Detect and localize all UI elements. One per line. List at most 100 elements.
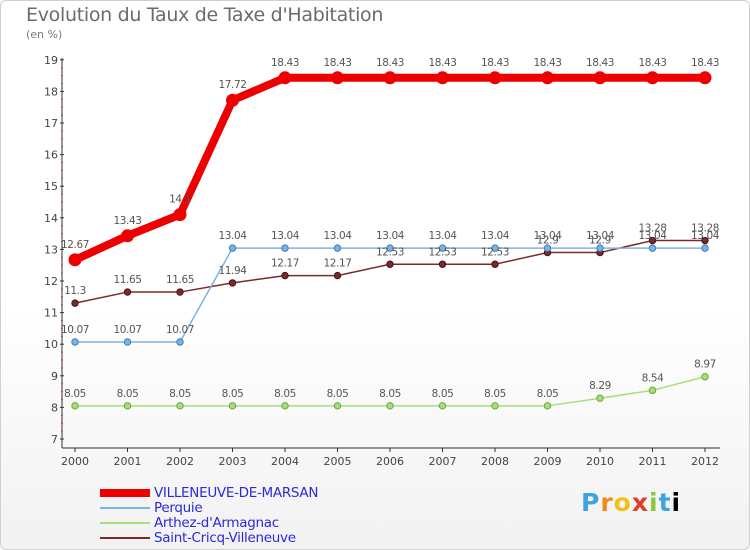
data-label: 8.05	[117, 388, 139, 400]
data-point	[71, 402, 79, 410]
series-0	[68, 71, 712, 267]
chart-axes: 7 8 9 10 11 12 13 14 15 16 17 18 19 2000 2001 2002 2003 2…	[44, 54, 720, 468]
data-point	[488, 71, 502, 85]
data-label: 8.05	[222, 388, 244, 400]
chart-title: Evolution du Taux de Taxe d'Habitation	[26, 4, 384, 26]
data-label: 13.04	[533, 230, 562, 242]
chart-plot-area: 12.67 13.43 14.1 17.72 18.43 18.43 18.43 18.43 1…	[61, 57, 720, 410]
data-label: 10.07	[166, 324, 194, 336]
data-label: 13.04	[691, 230, 720, 242]
data-label: 18.43	[533, 57, 561, 69]
data-point	[123, 288, 132, 296]
data-point	[278, 71, 292, 85]
data-point	[173, 208, 187, 222]
data-point	[701, 236, 709, 245]
x-tick-label: 2000	[61, 455, 89, 468]
data-label: 11.65	[113, 274, 141, 286]
data-point	[228, 402, 237, 410]
series-1	[71, 244, 709, 346]
data-label: 11.94	[218, 265, 247, 277]
data-label: 12.9	[537, 235, 559, 247]
data-point	[436, 71, 449, 85]
data-point	[648, 386, 657, 395]
data-point	[491, 402, 499, 410]
data-label: 10.07	[61, 324, 89, 336]
data-point	[123, 402, 132, 410]
data-point	[386, 260, 394, 268]
y-tick-label: 16	[44, 149, 58, 162]
x-tick-label: 2002	[166, 455, 194, 468]
data-label: 18.43	[323, 57, 351, 69]
y-tick-label: 12	[44, 275, 58, 288]
data-label: 11.3	[64, 285, 86, 297]
data-point	[438, 244, 447, 252]
legend-label: Arthez-d'Armagnac	[154, 515, 279, 531]
legend-swatch	[100, 537, 150, 539]
legend-label: Saint-Cricq-Villeneuve	[154, 530, 296, 546]
data-label: 10.07	[113, 324, 141, 336]
data-label: 13.28	[691, 223, 719, 235]
legend-label: Perquie	[154, 500, 203, 516]
y-tick-label: 19	[44, 54, 58, 67]
data-label: 18.43	[428, 57, 456, 69]
data-point	[438, 260, 447, 268]
data-label: 8.05	[327, 388, 349, 400]
data-label: 14.1	[169, 194, 191, 206]
data-label: 18.43	[376, 57, 404, 69]
data-label: 13.04	[586, 230, 615, 242]
data-label: 12.17	[323, 258, 351, 270]
data-label: 12.53	[428, 246, 456, 258]
data-point	[596, 244, 604, 252]
data-label: 8.97	[694, 359, 716, 371]
y-tick-label: 9	[51, 370, 58, 383]
x-tick-label: 2010	[586, 455, 614, 468]
data-point	[71, 338, 79, 346]
data-point	[228, 279, 237, 287]
legend-label: VILLENEUVE-DE-MARSAN	[154, 485, 319, 501]
x-tick-label: 2001	[114, 455, 142, 468]
data-label: 8.05	[274, 388, 296, 400]
data-point	[383, 71, 397, 85]
data-label: 8.05	[169, 388, 191, 400]
data-point	[281, 271, 289, 280]
data-label: 12.53	[481, 246, 509, 258]
data-point	[121, 229, 134, 243]
data-point	[648, 244, 657, 252]
data-label: 18.43	[271, 57, 299, 69]
data-point	[228, 244, 237, 252]
series-3	[71, 236, 709, 307]
data-label: 18.43	[691, 57, 719, 69]
data-point	[281, 244, 289, 252]
data-point	[281, 402, 289, 410]
data-label: 13.04	[638, 230, 667, 242]
legend-swatch	[100, 507, 150, 509]
x-tick-label: 2006	[376, 455, 404, 468]
data-point	[701, 244, 709, 252]
x-tick-label: 2009	[534, 455, 562, 468]
data-point	[543, 402, 552, 410]
data-point	[331, 71, 344, 85]
data-point	[438, 402, 447, 410]
data-point	[333, 271, 342, 280]
data-label: 18.43	[481, 57, 509, 69]
data-point	[386, 402, 394, 410]
data-label: 8.54	[642, 372, 664, 384]
data-point	[698, 71, 712, 85]
legend-swatch	[100, 489, 150, 497]
data-point	[176, 402, 184, 410]
data-label: 13.04	[323, 230, 352, 242]
data-label: 11.65	[166, 274, 194, 286]
data-label: 12.53	[376, 246, 404, 258]
y-tick-label: 7	[51, 433, 58, 446]
series-2	[71, 373, 709, 410]
data-label: 18.43	[638, 57, 666, 69]
data-label: 12.67	[61, 239, 89, 251]
y-tick-label: 10	[44, 338, 58, 351]
data-point	[701, 373, 709, 381]
y-tick-label: 15	[44, 180, 58, 193]
data-point	[596, 394, 604, 402]
x-tick-label: 2003	[219, 455, 247, 468]
x-tick-label: 2008	[481, 455, 509, 468]
y-tick-label: 13	[44, 243, 58, 256]
